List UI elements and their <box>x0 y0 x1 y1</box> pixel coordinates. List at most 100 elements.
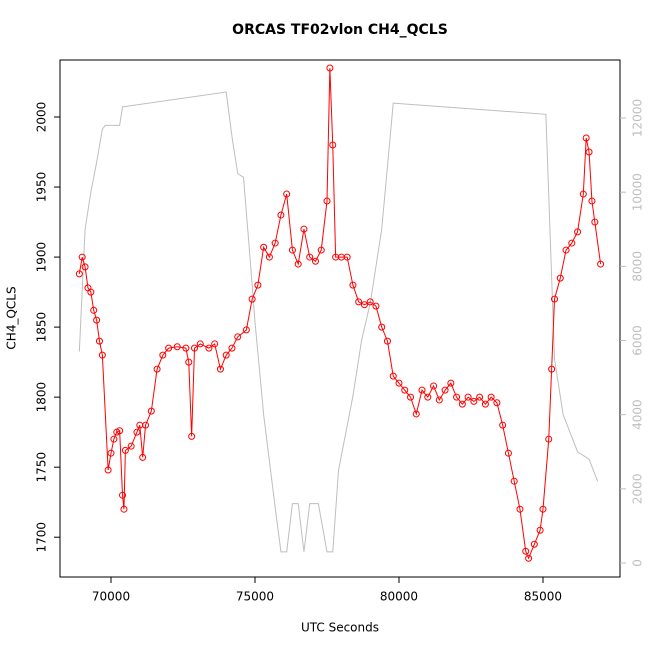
data-point <box>343 253 351 261</box>
y2-tick-label: 0 <box>631 559 645 567</box>
data-point <box>121 446 129 454</box>
data-point <box>98 351 106 359</box>
data-point <box>306 253 314 261</box>
data-point <box>159 351 167 359</box>
data-point <box>470 397 478 405</box>
data-point <box>110 435 118 443</box>
data-point <box>188 432 196 440</box>
data-point <box>585 148 593 156</box>
data-point <box>147 407 155 415</box>
data-point <box>588 197 596 205</box>
data-point <box>75 270 83 278</box>
data-point <box>205 344 213 352</box>
data-point <box>435 396 443 404</box>
data-point <box>395 379 403 387</box>
y-axis-label: CH4_QCLS <box>5 286 19 349</box>
data-point <box>288 246 296 254</box>
data-point <box>104 466 112 474</box>
data-point <box>271 239 279 247</box>
data-point <box>248 295 256 303</box>
data-point <box>360 301 368 309</box>
data-point <box>536 526 544 534</box>
data-point <box>191 344 199 352</box>
data-point <box>522 547 530 555</box>
y2-tick-label: 2000 <box>631 474 645 505</box>
data-point <box>78 253 86 261</box>
data-point <box>525 554 533 562</box>
data-point <box>579 190 587 198</box>
data-point <box>107 449 115 457</box>
data-point <box>211 340 219 348</box>
data-point <box>283 190 291 198</box>
data-point <box>562 246 570 254</box>
data-point <box>383 337 391 345</box>
data-point <box>530 540 538 548</box>
data-point <box>265 253 273 261</box>
y-tick-label: 1800 <box>35 382 49 413</box>
data-point <box>300 225 308 233</box>
data-point <box>499 421 507 429</box>
data-point <box>378 323 386 331</box>
y-tick-label: 1900 <box>35 242 49 273</box>
data-point <box>539 505 547 513</box>
data-point <box>81 263 89 271</box>
data-point <box>441 386 449 394</box>
data-point <box>120 505 128 513</box>
data-point <box>222 351 230 359</box>
y2-tick-label: 8000 <box>631 251 645 282</box>
y2-tick-label: 4000 <box>631 399 645 430</box>
data-point <box>294 260 302 268</box>
data-point <box>582 134 590 142</box>
data-point <box>90 306 98 314</box>
y2-tick-label: 10000 <box>631 173 645 211</box>
data-point <box>127 442 135 450</box>
data-point <box>153 365 161 373</box>
data-point <box>182 344 190 352</box>
data-point <box>464 393 472 401</box>
data-point <box>260 243 268 251</box>
data-point <box>556 274 564 282</box>
x-tick-label: 85000 <box>524 590 562 604</box>
data-point <box>216 365 224 373</box>
data-point <box>458 400 466 408</box>
data-point <box>277 211 285 219</box>
data-point <box>510 477 518 485</box>
data-point <box>568 239 576 247</box>
data-point <box>165 344 173 352</box>
data-point <box>116 427 124 435</box>
x-axis-label: UTC Seconds <box>301 621 379 635</box>
data-point <box>87 288 95 296</box>
data-point <box>551 295 559 303</box>
data-point <box>481 400 489 408</box>
plot-frame <box>59 59 621 578</box>
series-line <box>78 67 602 560</box>
data-point <box>597 260 605 268</box>
data-point <box>133 428 141 436</box>
data-point <box>93 316 101 324</box>
series-line <box>78 91 599 553</box>
x-tick-label: 70000 <box>92 590 130 604</box>
data-point <box>407 393 415 401</box>
data-point <box>372 302 380 310</box>
data-point <box>447 379 455 387</box>
data-point <box>487 393 495 401</box>
data-point <box>95 337 103 345</box>
data-point <box>196 340 204 348</box>
data-point <box>412 410 420 418</box>
data-point <box>476 393 484 401</box>
data-point <box>185 358 193 366</box>
data-point <box>389 372 397 380</box>
y-tick-label: 1750 <box>35 452 49 483</box>
data-point <box>254 281 262 289</box>
data-point <box>574 228 582 236</box>
y2-tick-label: 6000 <box>631 325 645 356</box>
x-tick-label: 75000 <box>236 590 274 604</box>
data-point <box>355 298 363 306</box>
data-point <box>323 197 331 205</box>
x-tick-label: 80000 <box>380 590 418 604</box>
data-point <box>228 344 236 352</box>
data-point <box>139 453 147 461</box>
data-point <box>366 298 374 306</box>
data-point <box>401 386 409 394</box>
